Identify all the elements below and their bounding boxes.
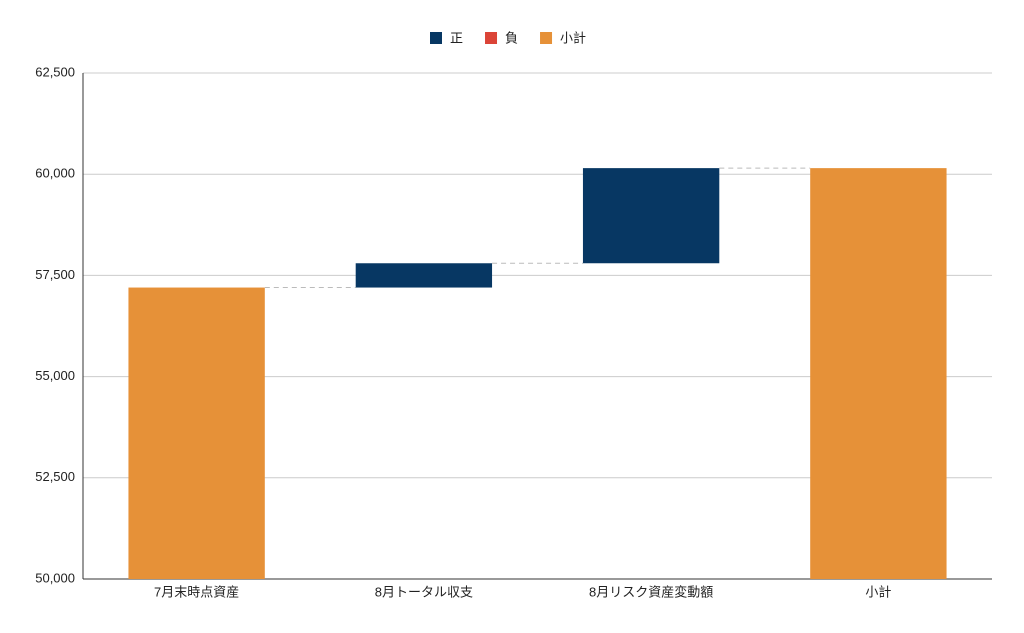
x-tick-label: 8月トータル収支 xyxy=(375,584,473,599)
y-tick-label: 60,000 xyxy=(35,166,75,181)
legend-label: 正 xyxy=(450,30,463,45)
bar xyxy=(128,287,265,579)
y-tick-label: 52,500 xyxy=(35,469,75,484)
y-tick-label: 62,500 xyxy=(35,64,75,79)
x-tick-label: 小計 xyxy=(865,584,891,599)
legend-swatch xyxy=(485,32,498,44)
legend-swatch xyxy=(430,32,442,44)
bar xyxy=(355,263,493,288)
legend-swatch xyxy=(540,32,553,44)
legend-label: 小計 xyxy=(560,30,586,45)
bar xyxy=(810,168,947,580)
y-tick-label: 55,000 xyxy=(35,368,75,383)
y-tick-label: 57,500 xyxy=(35,267,75,282)
y-tick-label: 50,000 xyxy=(35,570,75,585)
bar xyxy=(582,168,720,264)
x-tick-label: 8月リスク資産変動額 xyxy=(589,584,713,599)
x-tick-label: 7月末時点資産 xyxy=(154,584,239,599)
legend-label: 負 xyxy=(505,30,518,45)
